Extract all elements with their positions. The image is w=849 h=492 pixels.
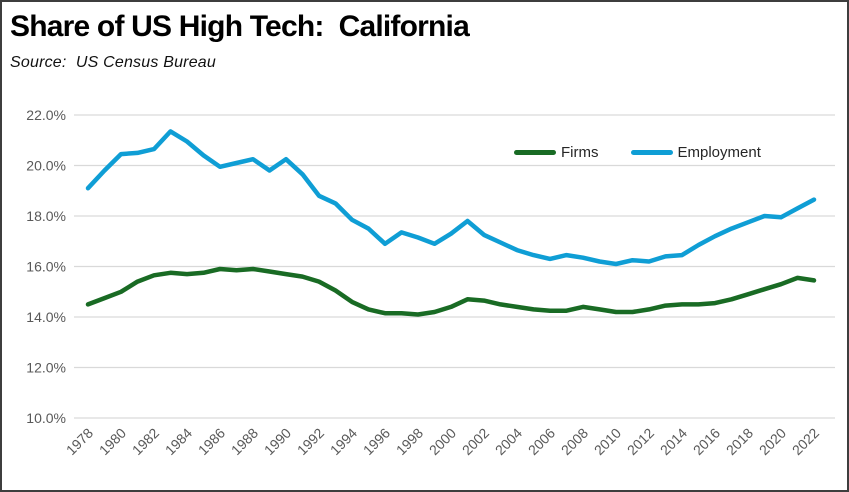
legend-label-firms: Firms [561,144,599,161]
series-line-employment [85,129,817,267]
x-axis-label-2016: 2016 [690,425,723,458]
chart-source-note: Source: US Census Bureau [10,54,216,71]
x-axis-label-2022: 2022 [789,425,822,458]
y-axis-label-16: 16.0% [26,259,66,275]
legend-label-employment: Employment [677,144,761,161]
x-axis-label-1994: 1994 [327,425,360,458]
x-axis-label-2002: 2002 [459,425,492,458]
x-axis-label-1990: 1990 [261,425,294,458]
x-axis-label-2010: 2010 [591,425,624,458]
x-axis-label-1982: 1982 [129,425,162,458]
x-axis-label-2006: 2006 [525,425,558,458]
y-axis-label-18: 18.0% [26,208,66,224]
y-axis-label-22: 22.0% [26,107,66,123]
y-axis-label-12: 12.0% [26,360,66,376]
x-axis-label-2012: 2012 [624,425,657,458]
x-axis-label-2004: 2004 [492,425,525,458]
x-axis-label-1986: 1986 [195,425,228,458]
legend-item-firms: Firms [514,144,599,161]
firms-line-swatch [514,150,556,155]
x-axis-label-2008: 2008 [558,425,591,458]
x-axis-label-1984: 1984 [162,425,195,458]
legend-item-employment: Employment [630,144,761,161]
x-axis-label-1992: 1992 [294,425,327,458]
y-axis-label-14: 14.0% [26,309,66,325]
x-axis-label-2020: 2020 [756,425,789,458]
x-axis-label-2000: 2000 [426,425,459,458]
x-axis-label-2018: 2018 [723,425,756,458]
x-axis-label-1996: 1996 [360,425,393,458]
y-axis-label-20: 20.0% [26,158,66,174]
series-line-firms [85,266,817,317]
x-axis-label-2014: 2014 [657,425,690,458]
y-axis-label-10: 10.0% [26,410,66,426]
x-axis-label-1978: 1978 [63,425,96,458]
chart-legend: Firms Employment [514,144,761,161]
chart-title: Share of US High Tech: California [10,10,470,43]
x-axis-label-1998: 1998 [393,425,426,458]
employment-line-swatch [630,150,673,155]
x-axis-label-1988: 1988 [228,425,261,458]
x-axis-label-1980: 1980 [96,425,129,458]
